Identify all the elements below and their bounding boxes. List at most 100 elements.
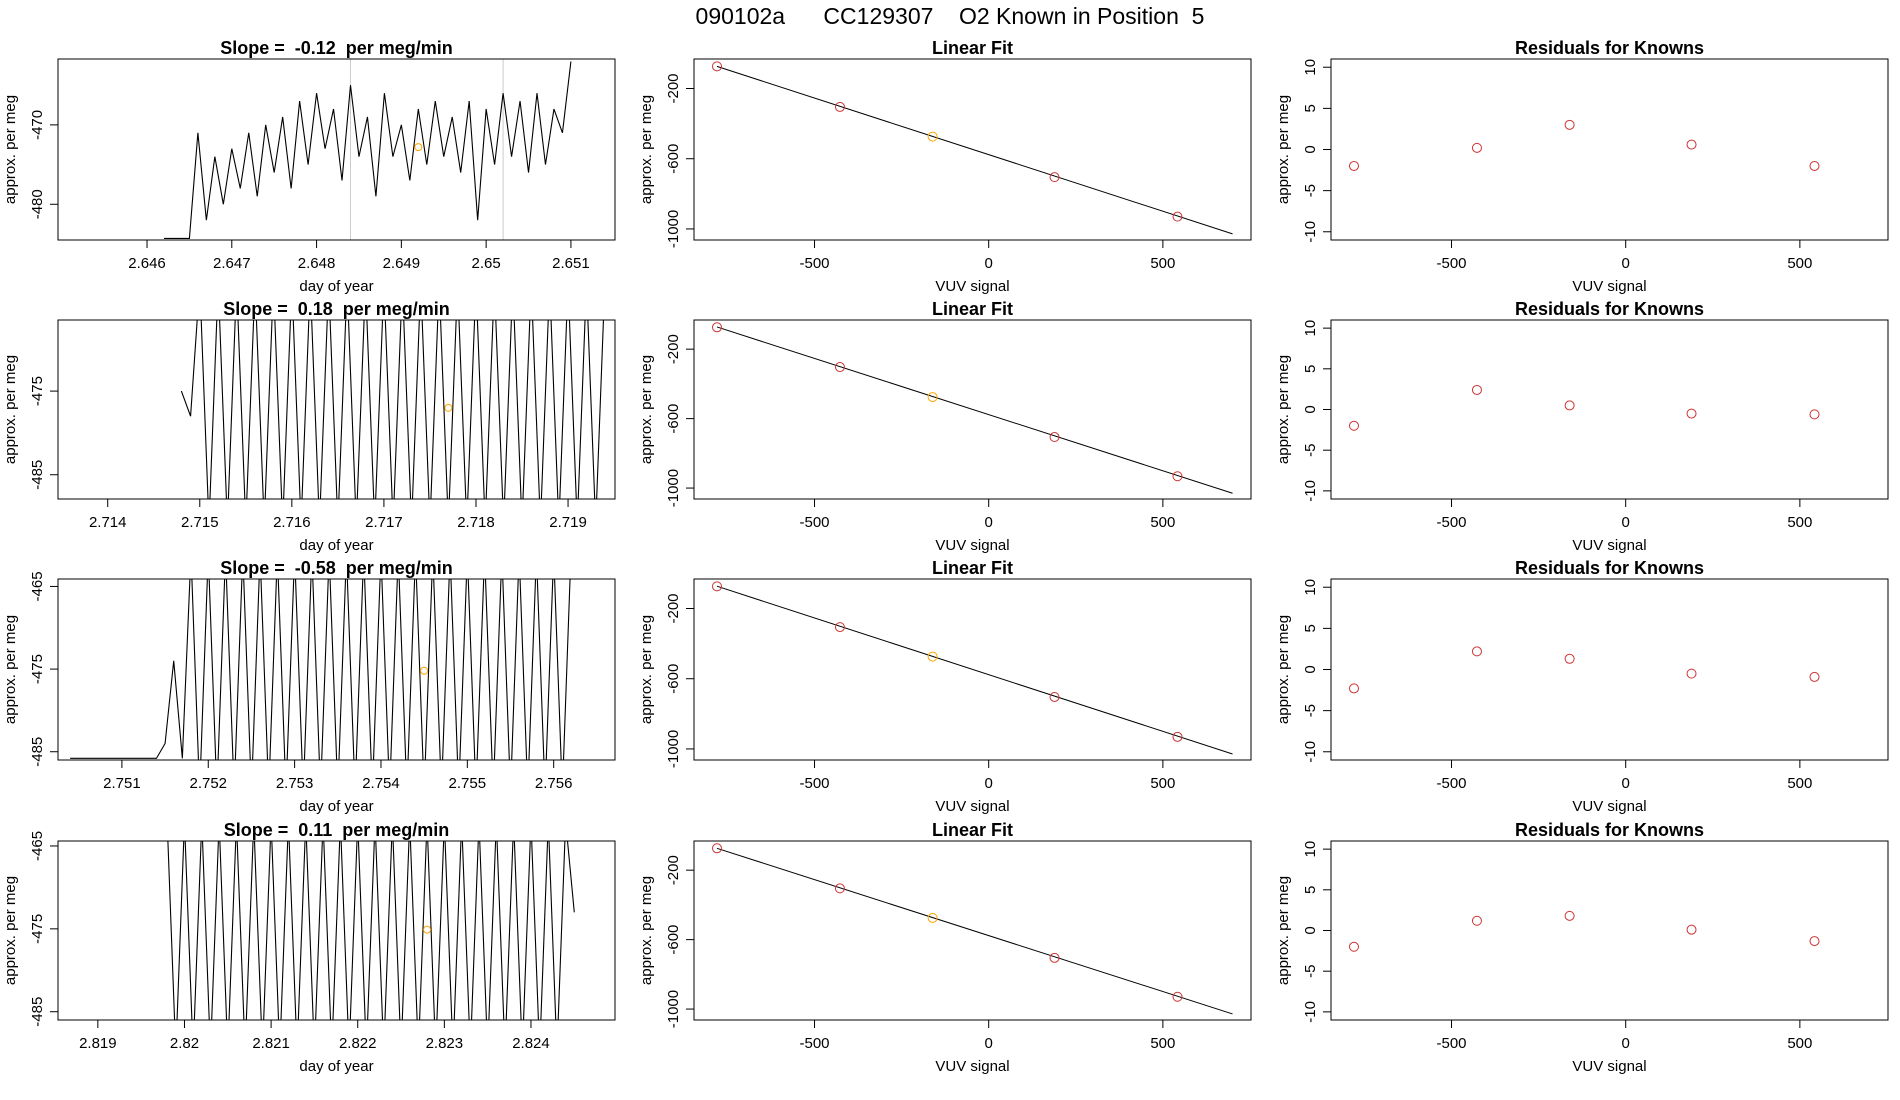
point (1564, 400, 1575, 411)
y-tick-label: -600 (665, 404, 682, 434)
x-axis-label: VUV signal (1572, 798, 1646, 815)
x-tick-label: 2.648 (298, 255, 336, 272)
y-tick-label: -485 (29, 997, 46, 1027)
x-tick-label: 2.715 (181, 514, 219, 531)
plot-frame (1330, 58, 1889, 241)
panel: Slope = -0.58 per meg/min day of year appr… (2, 558, 616, 815)
point (1471, 384, 1482, 395)
highlight-point (423, 925, 432, 934)
x-tick-label: -500 (800, 775, 830, 792)
plot-frame (57, 578, 616, 761)
point (1686, 139, 1697, 150)
point (1172, 471, 1183, 482)
panel-title: Linear Fit (932, 299, 1013, 319)
plot-area (163, 59, 572, 240)
plot-area (1348, 384, 1820, 431)
point (1172, 731, 1183, 742)
point (1049, 432, 1060, 443)
y-axis-label: approx. per meg (638, 95, 655, 204)
point (834, 362, 845, 373)
plot-area (167, 841, 575, 1020)
x-tick-label: 500 (1150, 514, 1175, 531)
y-axis-label: approx. per meg (1275, 95, 1292, 204)
x-tick-label: 2.819 (79, 1035, 117, 1052)
plot-frame (693, 58, 1252, 241)
x-tick-label: 0 (1622, 775, 1630, 792)
plot-area (1348, 646, 1820, 694)
y-tick-label: -465 (29, 831, 46, 861)
panel-title: Slope = 0.11 per meg/min (224, 820, 450, 840)
y-axis-label: approx. per meg (1275, 876, 1292, 985)
plot-frame (693, 840, 1252, 1021)
point (834, 622, 845, 633)
point (1049, 952, 1060, 963)
x-tick-label: 0 (985, 514, 993, 531)
x-tick-label: -500 (800, 1035, 830, 1052)
point (1809, 671, 1820, 682)
y-axis-label: approx. per meg (638, 615, 655, 724)
y-tick-label: -465 (29, 571, 46, 601)
panel: Residuals for Knowns VUV signal approx. pe… (1275, 299, 1889, 554)
point (1686, 408, 1697, 419)
panel-title: Residuals for Knowns (1515, 820, 1704, 840)
x-tick-label: -500 (800, 255, 830, 272)
y-tick-label: -5 (1302, 965, 1319, 978)
x-tick-label: 2.647 (213, 255, 251, 272)
x-axis-label: VUV signal (935, 1058, 1009, 1075)
x-tick-label: 2.719 (549, 514, 587, 531)
point (1809, 409, 1820, 420)
y-tick-label: 5 (1302, 365, 1319, 373)
point (927, 392, 938, 403)
data-line (163, 61, 572, 239)
y-tick-label: -1000 (665, 730, 682, 768)
panel-title: Slope = -0.12 per meg/min (220, 38, 453, 58)
y-tick-label: -10 (1302, 221, 1319, 243)
point (1686, 924, 1697, 935)
panel: Residuals for Knowns VUV signal approx. pe… (1275, 820, 1889, 1075)
x-tick-label: 2.752 (189, 775, 227, 792)
y-axis-label: approx. per meg (2, 355, 19, 464)
plot-frame (693, 578, 1252, 761)
x-tick-label: -500 (800, 514, 830, 531)
y-tick-label: -470 (29, 110, 46, 140)
y-tick-label: -1000 (665, 210, 682, 248)
y-tick-label: -5 (1302, 184, 1319, 197)
panel-title: Linear Fit (932, 558, 1013, 578)
point (1348, 420, 1359, 431)
x-axis-label: VUV signal (935, 798, 1009, 815)
x-tick-label: -500 (1437, 255, 1467, 272)
data-line (167, 841, 575, 1020)
panel: Slope = 0.18 per meg/min day of year appro… (2, 299, 616, 554)
point (1172, 211, 1183, 222)
x-tick-label: 2.714 (89, 514, 127, 531)
panel: Linear Fit VUV signal approx. per meg -500 0… (638, 299, 1252, 554)
x-tick-label: 500 (1787, 255, 1812, 272)
plot-area (711, 322, 1233, 494)
point (1348, 160, 1359, 171)
x-tick-label: 2.718 (457, 514, 495, 531)
x-axis-label: day of year (299, 798, 373, 815)
y-tick-label: -10 (1302, 1001, 1319, 1023)
y-tick-label: -1000 (665, 990, 682, 1028)
panel-title: Linear Fit (932, 38, 1013, 58)
point (1809, 936, 1820, 947)
y-axis-label: approx. per meg (2, 876, 19, 985)
panel: Slope = 0.11 per meg/min day of year appro… (2, 820, 616, 1075)
y-tick-label: -200 (665, 334, 682, 364)
x-tick-label: 2.756 (535, 775, 573, 792)
x-tick-label: 0 (1622, 514, 1630, 531)
y-axis-label: approx. per meg (1275, 355, 1292, 464)
point (711, 322, 722, 333)
y-tick-label: 10 (1302, 320, 1319, 337)
point (834, 101, 845, 112)
x-tick-label: -500 (1437, 514, 1467, 531)
panel-title: Residuals for Knowns (1515, 299, 1704, 319)
plot-frame (1330, 840, 1889, 1021)
x-tick-label: 0 (985, 775, 993, 792)
panel: Residuals for Knowns VUV signal approx. pe… (1275, 558, 1889, 815)
panel-title: Slope = 0.18 per meg/min (223, 299, 450, 319)
x-tick-label: 2.82 (170, 1035, 199, 1052)
x-tick-label: 500 (1150, 775, 1175, 792)
plot-area (711, 581, 1233, 755)
